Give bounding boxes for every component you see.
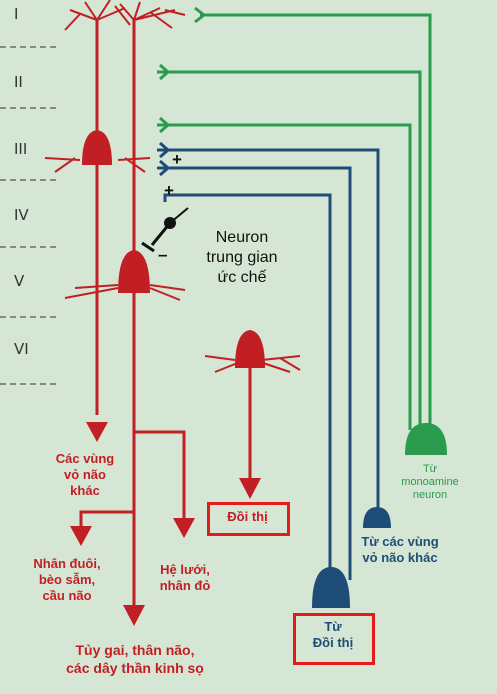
monoamine-neuron-body: [405, 423, 447, 455]
thalamic-neuron-body: [312, 567, 350, 608]
excitatory-sign-upper: +: [172, 150, 182, 169]
layer-label-3: III: [14, 140, 28, 158]
other-cortex-output-label: Các vùng vỏ não khác: [55, 451, 115, 498]
excitatory-sign-lower: +: [164, 181, 174, 200]
thalamus-output-label: Đồi thị: [227, 509, 268, 524]
caudate-label: Nhân đuôi, bèo sẫm, cầu não: [33, 556, 101, 603]
upper-pyramidal-neuron: [44, 0, 151, 442]
reticular-label: Hệ lưới, nhân đỏ: [159, 562, 211, 593]
layer-label-6: VI: [14, 340, 29, 358]
layer-label-4: IV: [14, 206, 29, 224]
from-other-cortex-label: Từ các vùng vỏ não khác: [361, 534, 439, 565]
cortical-thalamic-pathways: [157, 141, 380, 580]
inhibitory-neuron-label: Neuron trung gian ức chế: [206, 229, 278, 286]
from-thalamus-label: Từ Đồi thị: [312, 619, 354, 650]
cortical-neuron-body: [363, 507, 391, 528]
inhibitory-interneuron: [141, 207, 189, 253]
from-thalamus-highlight: [293, 613, 375, 665]
layer-label-5: V: [14, 272, 25, 290]
thalamus-projecting-neuron: [204, 330, 301, 499]
lower-pyramidal-neuron: [64, 1, 195, 626]
spinal-label: Tủy gai, thân não, các dây thần kinh sọ: [66, 642, 204, 676]
layer-separators: [0, 46, 58, 385]
layer-label-2: II: [14, 73, 23, 91]
thalamus-output-highlight: [207, 502, 290, 536]
layer-label-1: I: [14, 5, 19, 23]
inhibitory-sign: –: [158, 245, 168, 264]
monoamine-pathway: [157, 6, 432, 430]
from-monoamine-label: Từ monoamine neuron: [401, 463, 459, 501]
